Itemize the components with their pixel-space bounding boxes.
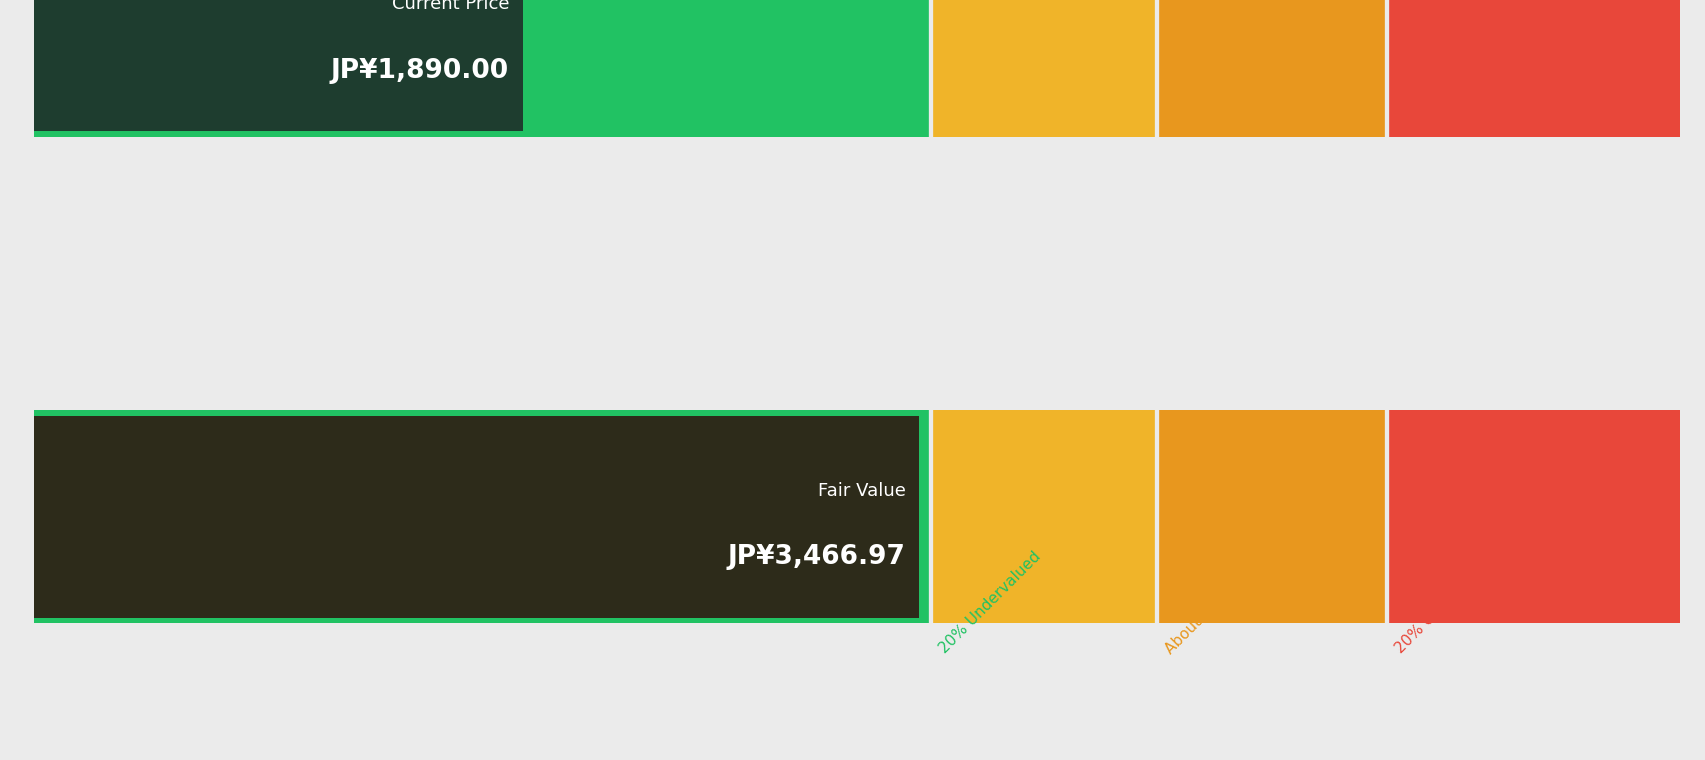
Bar [1386,410,1679,623]
Bar [931,410,1156,623]
Bar [34,0,931,137]
Text: 20% Undervalued: 20% Undervalued [936,549,1043,657]
Bar [1156,0,1386,137]
Bar [1386,0,1679,137]
Bar [34,416,919,618]
Bar [931,0,1156,137]
Text: Fair Value: Fair Value [817,482,905,499]
Text: Current Price: Current Price [390,0,508,13]
Text: About Right: About Right [1161,582,1236,657]
Text: JP¥1,890.00: JP¥1,890.00 [331,58,508,84]
Bar [1156,410,1386,623]
Text: JP¥3,466.97: JP¥3,466.97 [728,544,905,570]
Text: 20% Overvalued: 20% Overvalued [1391,556,1492,657]
Bar [34,410,931,623]
Bar [34,0,522,131]
